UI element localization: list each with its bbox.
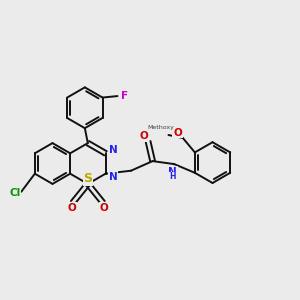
Text: N: N	[109, 172, 117, 182]
Text: F: F	[121, 91, 128, 101]
Text: N: N	[168, 167, 177, 177]
Text: H: H	[169, 172, 176, 181]
Text: O: O	[173, 128, 182, 138]
Text: O: O	[68, 203, 76, 213]
Text: O: O	[99, 203, 108, 213]
Text: Methoxy: Methoxy	[148, 125, 174, 130]
Text: Cl: Cl	[9, 188, 20, 198]
Text: O: O	[140, 131, 148, 141]
Text: S: S	[83, 172, 92, 185]
Text: N: N	[109, 145, 117, 155]
